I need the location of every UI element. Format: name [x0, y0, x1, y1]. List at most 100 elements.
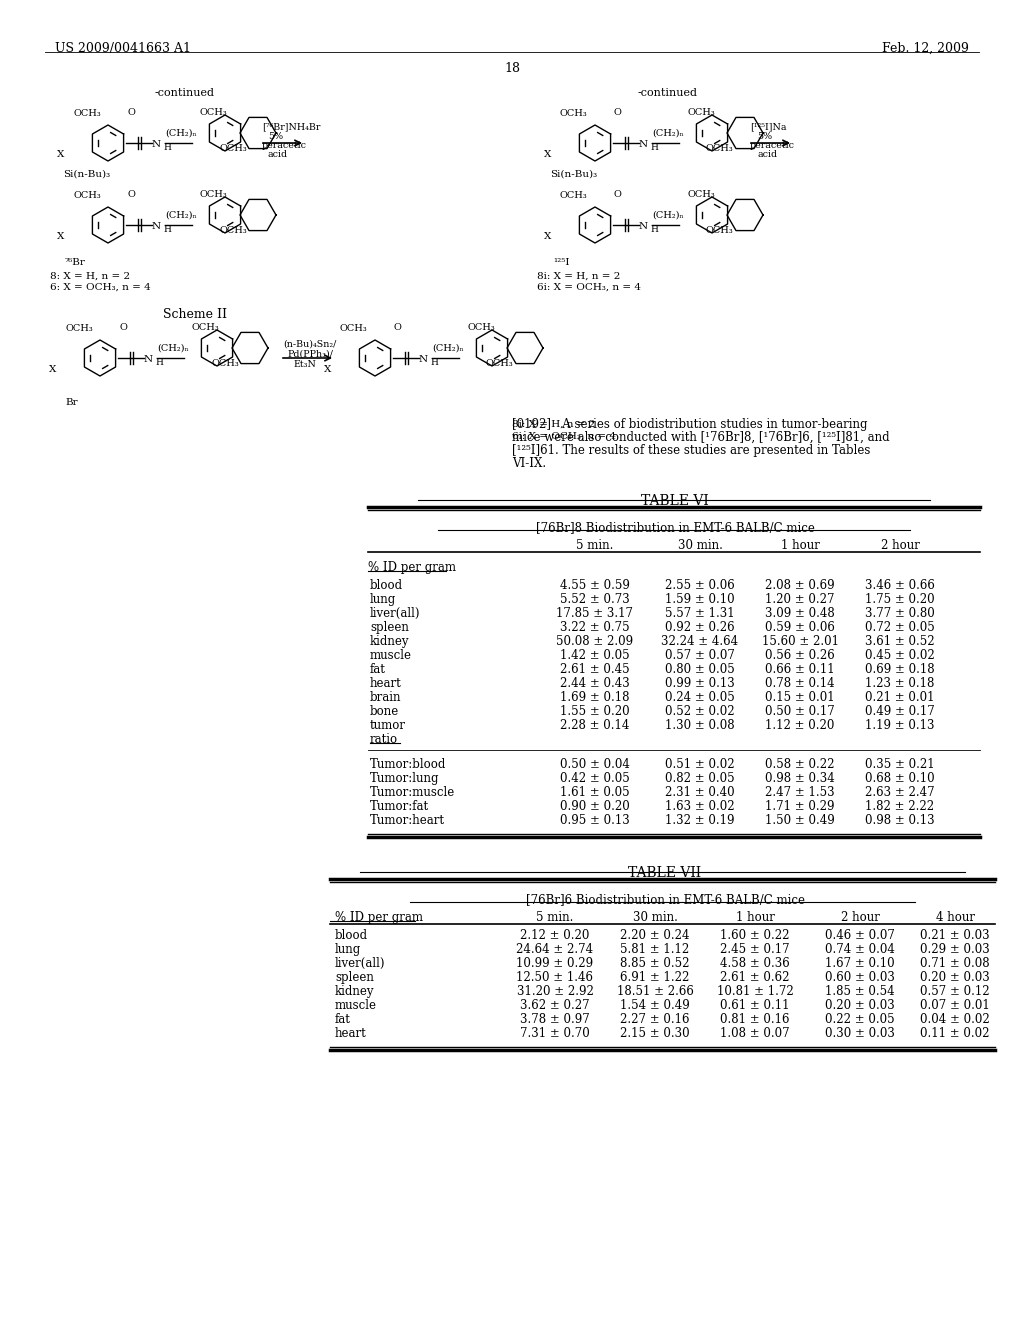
Text: 30 min.: 30 min. — [633, 911, 678, 924]
Text: 18: 18 — [504, 62, 520, 75]
Text: O: O — [614, 190, 622, 199]
Text: Tumor:fat: Tumor:fat — [370, 800, 429, 813]
Text: H: H — [163, 224, 171, 234]
Text: OCH₃: OCH₃ — [219, 144, 247, 153]
Text: acid: acid — [757, 150, 777, 158]
Text: kidney: kidney — [335, 985, 375, 998]
Text: X: X — [49, 366, 56, 374]
Text: 0.30 ± 0.03: 0.30 ± 0.03 — [825, 1027, 895, 1040]
Text: 0.98 ± 0.13: 0.98 ± 0.13 — [865, 814, 935, 828]
Text: OCH₃: OCH₃ — [200, 190, 227, 199]
Text: 1.60 ± 0.22: 1.60 ± 0.22 — [720, 929, 790, 942]
Text: OCH₃: OCH₃ — [560, 191, 588, 201]
Text: 6: X = OCH₃, n = 4: 6: X = OCH₃, n = 4 — [50, 282, 151, 292]
Text: 1.63 ± 0.02: 1.63 ± 0.02 — [666, 800, 735, 813]
Text: 0.61 ± 0.11: 0.61 ± 0.11 — [720, 999, 790, 1012]
Text: 2.47 ± 1.53: 2.47 ± 1.53 — [765, 785, 835, 799]
Text: 1.61 ± 0.05: 1.61 ± 0.05 — [560, 785, 630, 799]
Text: Et₃N: Et₃N — [294, 360, 316, 370]
Text: 2.63 ± 2.47: 2.63 ± 2.47 — [865, 785, 935, 799]
Text: 0.21 ± 0.03: 0.21 ± 0.03 — [921, 929, 990, 942]
Text: 0.42 ± 0.05: 0.42 ± 0.05 — [560, 772, 630, 785]
Text: [76Br]6 Biodistribution in EMT-6 BALB/C mice: [76Br]6 Biodistribution in EMT-6 BALB/C … — [525, 894, 805, 906]
Text: 31.20 ± 2.92: 31.20 ± 2.92 — [516, 985, 594, 998]
Text: (CH₂)ₙ: (CH₂)ₙ — [157, 345, 188, 352]
Text: fat: fat — [370, 663, 386, 676]
Text: [¹²⁵I]Na: [¹²⁵I]Na — [750, 121, 786, 131]
Text: 0.07 ± 0.01: 0.07 ± 0.01 — [921, 999, 990, 1012]
Text: US 2009/0041663 A1: US 2009/0041663 A1 — [55, 42, 191, 55]
Text: OCH₃: OCH₃ — [687, 108, 715, 117]
Text: 5.52 ± 0.73: 5.52 ± 0.73 — [560, 593, 630, 606]
Text: 4 hour: 4 hour — [936, 911, 975, 924]
Text: 0.04 ± 0.02: 0.04 ± 0.02 — [921, 1012, 990, 1026]
Text: ⁷⁶Br: ⁷⁶Br — [65, 257, 86, 267]
Text: lung: lung — [335, 942, 361, 956]
Text: Si(n-Bu)₃: Si(n-Bu)₃ — [550, 170, 597, 180]
Text: 0.22 ± 0.05: 0.22 ± 0.05 — [825, 1012, 895, 1026]
Text: H: H — [155, 358, 163, 367]
Text: 32.24 ± 4.64: 32.24 ± 4.64 — [662, 635, 738, 648]
Text: spleen: spleen — [370, 620, 409, 634]
Text: 0.20 ± 0.03: 0.20 ± 0.03 — [921, 972, 990, 983]
Text: 0.99 ± 0.13: 0.99 ± 0.13 — [666, 677, 735, 690]
Text: 1.85 ± 0.54: 1.85 ± 0.54 — [825, 985, 895, 998]
Text: 0.49 ± 0.17: 0.49 ± 0.17 — [865, 705, 935, 718]
Text: 2.44 ± 0.43: 2.44 ± 0.43 — [560, 677, 630, 690]
Text: X: X — [544, 150, 551, 158]
Text: 2.27 ± 0.16: 2.27 ± 0.16 — [621, 1012, 690, 1026]
Text: 4.55 ± 0.59: 4.55 ± 0.59 — [560, 579, 630, 591]
Text: Pd(PPh₃)/: Pd(PPh₃)/ — [287, 350, 333, 359]
Text: 1.55 ± 0.20: 1.55 ± 0.20 — [560, 705, 630, 718]
Text: (n-Bu)₄Sn₂/: (n-Bu)₄Sn₂/ — [283, 341, 336, 348]
Text: O: O — [394, 323, 401, 333]
Text: 7.31 ± 0.70: 7.31 ± 0.70 — [520, 1027, 590, 1040]
Text: muscle: muscle — [335, 999, 377, 1012]
Text: 0.57 ± 0.07: 0.57 ± 0.07 — [665, 649, 735, 663]
Text: OCH₃: OCH₃ — [687, 190, 715, 199]
Text: 4.58 ± 0.36: 4.58 ± 0.36 — [720, 957, 790, 970]
Text: 1.71 ± 0.29: 1.71 ± 0.29 — [765, 800, 835, 813]
Text: 2.28 ± 0.14: 2.28 ± 0.14 — [560, 719, 630, 733]
Text: 5 min.: 5 min. — [577, 539, 613, 552]
Text: 18.51 ± 2.66: 18.51 ± 2.66 — [616, 985, 693, 998]
Text: 5%: 5% — [757, 132, 772, 141]
Text: 50.08 ± 2.09: 50.08 ± 2.09 — [556, 635, 634, 648]
Text: [⁷⁶Br]NH₄Br: [⁷⁶Br]NH₄Br — [262, 121, 321, 131]
Text: 1.75 ± 0.20: 1.75 ± 0.20 — [865, 593, 935, 606]
Text: kidney: kidney — [370, 635, 410, 648]
Text: fat: fat — [335, 1012, 351, 1026]
Text: O: O — [119, 323, 127, 333]
Text: X: X — [57, 232, 65, 242]
Text: 6i: X = OCH₃, n = 4: 6i: X = OCH₃, n = 4 — [537, 282, 641, 292]
Text: H: H — [163, 143, 171, 152]
Text: Scheme II: Scheme II — [163, 308, 227, 321]
Text: 0.46 ± 0.07: 0.46 ± 0.07 — [825, 929, 895, 942]
Text: 8.85 ± 0.52: 8.85 ± 0.52 — [621, 957, 690, 970]
Text: O: O — [127, 108, 135, 117]
Text: liver(all): liver(all) — [370, 607, 421, 620]
Text: OCH₃: OCH₃ — [73, 191, 100, 201]
Text: 0.78 ± 0.14: 0.78 ± 0.14 — [765, 677, 835, 690]
Text: 0.72 ± 0.05: 0.72 ± 0.05 — [865, 620, 935, 634]
Text: 0.52 ± 0.02: 0.52 ± 0.02 — [666, 705, 735, 718]
Text: 2 hour: 2 hour — [881, 539, 920, 552]
Text: OCH₃: OCH₃ — [193, 323, 220, 333]
Text: blood: blood — [335, 929, 368, 942]
Text: 2.61 ± 0.62: 2.61 ± 0.62 — [720, 972, 790, 983]
Text: 3.61 ± 0.52: 3.61 ± 0.52 — [865, 635, 935, 648]
Text: peracetic: peracetic — [262, 141, 307, 150]
Text: 1.54 ± 0.49: 1.54 ± 0.49 — [621, 999, 690, 1012]
Text: muscle: muscle — [370, 649, 412, 663]
Text: 1 hour: 1 hour — [780, 539, 819, 552]
Text: 30 min.: 30 min. — [678, 539, 723, 552]
Text: TABLE VI: TABLE VI — [641, 494, 709, 508]
Text: N: N — [419, 355, 428, 364]
Text: [0192]   A series of biodistribution studies in tumor-bearing: [0192] A series of biodistribution studi… — [512, 418, 867, 432]
Text: % ID per gram: % ID per gram — [368, 561, 456, 574]
Text: 0.57 ± 0.12: 0.57 ± 0.12 — [921, 985, 990, 998]
Text: 0.50 ± 0.04: 0.50 ± 0.04 — [560, 758, 630, 771]
Text: [76Br]8 Biodistribution in EMT-6 BALB/C mice: [76Br]8 Biodistribution in EMT-6 BALB/C … — [536, 521, 814, 535]
Text: 1.59 ± 0.10: 1.59 ± 0.10 — [666, 593, 735, 606]
Text: 0.59 ± 0.06: 0.59 ± 0.06 — [765, 620, 835, 634]
